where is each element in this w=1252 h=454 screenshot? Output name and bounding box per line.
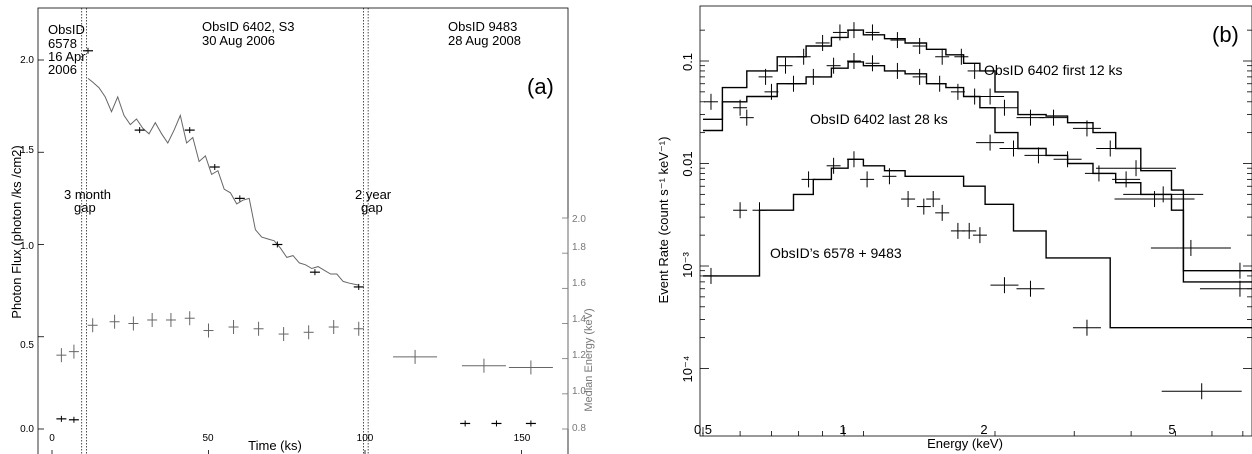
b-annotation-first12: ObsID 6402 first 12 ks: [984, 62, 1123, 78]
a-obs2-l2: 30 Aug 2006: [202, 33, 275, 48]
a-y2tick-16: 1.6: [572, 278, 586, 289]
a-ytick-20: 2.0: [20, 55, 34, 66]
b-annotation-6578-9483: ObsID’s 6578 + 9483: [770, 245, 902, 261]
a-gap2-l2: gap: [361, 200, 383, 215]
a-ylabel-right: Median Energy (keV): [583, 308, 595, 411]
plot-b-frame: [699, 5, 1252, 437]
b-ytick-1e-3: 10⁻³: [680, 252, 695, 278]
b-ytick-1e-4: 10⁻⁴: [680, 356, 695, 383]
a-ytick-10: 1.0: [20, 241, 34, 252]
a-xlabel: Time (ks): [248, 438, 302, 453]
a-ytick-0: 0.0: [20, 424, 34, 435]
a-obs3-l1: ObsID 9483: [448, 19, 517, 34]
a-obs1-l4: 2006: [48, 62, 77, 77]
a-gap-lines: [81, 8, 369, 454]
b-ticks: [700, 29, 1252, 436]
a-gap1-l2: gap: [74, 200, 96, 215]
b-model-step-1: [703, 61, 1252, 283]
a-datapoints: [56, 47, 553, 427]
a-obs1-l2: 6578: [48, 36, 77, 51]
b-xtick-05: 0.5: [694, 422, 712, 437]
a-y2tick-10: 1.0: [572, 386, 586, 397]
a-xtick-50: 50: [202, 433, 214, 444]
b-xtick-5: 5: [1168, 422, 1175, 437]
a-gap2-l1: 2 year: [355, 187, 392, 202]
a-ticks: [38, 59, 569, 454]
a-xtick-150: 150: [514, 433, 531, 444]
b-xlabel: Energy (keV): [927, 436, 1003, 451]
a-y2tick-14: 1.4: [572, 314, 586, 325]
a-ytick-05: 0.5: [20, 340, 34, 351]
a-ylabel: Photon Flux (photon /ks /cm2): [9, 145, 24, 318]
b-ylabel: Event Rate (count s⁻¹ keV⁻¹): [656, 137, 671, 304]
a-y2tick-12: 1.2: [572, 350, 586, 361]
a-y2tick-20: 2.0: [572, 214, 586, 225]
a-obs1-l3: 16 Apr: [48, 49, 86, 64]
a-obs1-l1: ObsID: [48, 22, 85, 37]
a-obs2-l1: ObsID 6402, S3: [202, 19, 295, 34]
b-xtick-1: 1: [839, 422, 846, 437]
b-xtick-2: 2: [980, 422, 987, 437]
b-model-step-0: [703, 29, 1252, 272]
a-panel-label: (a): [527, 74, 554, 99]
b-panel-label: (b): [1212, 22, 1239, 47]
a-y2tick-08: 0.8: [572, 423, 586, 434]
a-lightcurve: [87, 78, 359, 286]
panel-a: ObsID 6578 16 Apr 2006 ObsID 6402, S3 30…: [9, 7, 595, 454]
b-series: [703, 22, 1252, 400]
a-y2tick-18: 1.8: [572, 242, 586, 253]
b-ytick-01: 0.1: [680, 53, 695, 71]
a-gap1-l1: 3 month: [64, 187, 111, 202]
plot-a-frame: [37, 7, 569, 454]
a-ytick-15: 1.5: [20, 145, 34, 156]
a-obs3-l2: 28 Aug 2008: [448, 33, 521, 48]
panel-b: (b) ObsID 6402 first 12 ks ObsID 6402 la…: [656, 5, 1252, 451]
b-annotation-last28: ObsID 6402 last 28 ks: [810, 111, 948, 127]
a-xtick-0: 0: [49, 433, 55, 444]
b-model-step-2: [703, 158, 1252, 329]
a-xtick-100: 100: [357, 433, 374, 444]
b-ytick-001: 0.01: [680, 151, 695, 176]
